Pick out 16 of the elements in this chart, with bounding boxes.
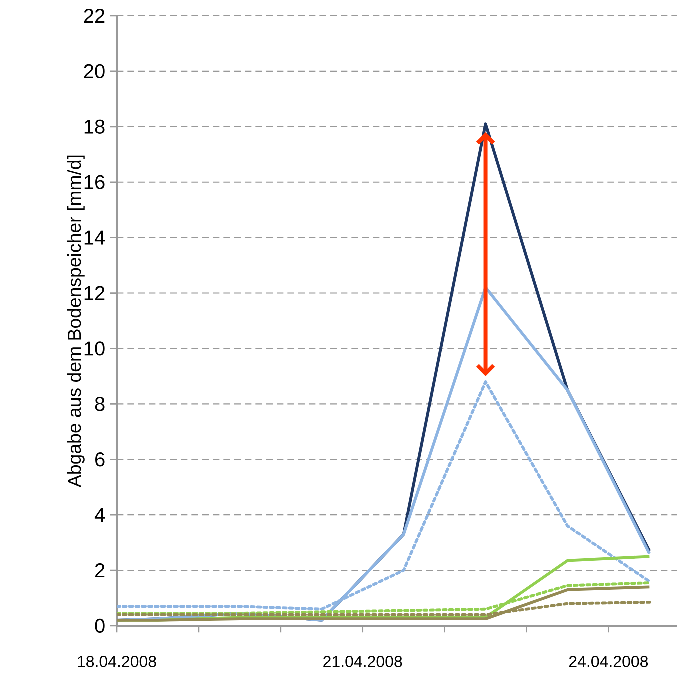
y-tick-label: 6 [96, 452, 105, 467]
y-axis-title: Abgabe aus dem Bodenspeicher [mm/d] [67, 156, 85, 488]
y-tick-label: 0 [95, 618, 105, 634]
y-tick-label: 2 [96, 564, 105, 578]
x-tick-label: 21.04.2008 [324, 656, 402, 668]
y-tick-label: 8 [95, 397, 105, 412]
x-tick-label: 24.04.2008 [569, 656, 648, 668]
y-tick-label: 12 [84, 286, 105, 300]
y-tick-label: 18 [84, 120, 105, 134]
y-tick-label: 14 [84, 230, 106, 245]
y-tick-label: 10 [84, 342, 105, 356]
y-tick-label: 16 [84, 175, 105, 190]
y-tick-label: 22 [84, 9, 105, 23]
y-tick-label: 4 [94, 508, 106, 522]
y-tick-label: 20 [84, 64, 105, 79]
x-tick-label: 18.04.2008 [78, 656, 156, 668]
